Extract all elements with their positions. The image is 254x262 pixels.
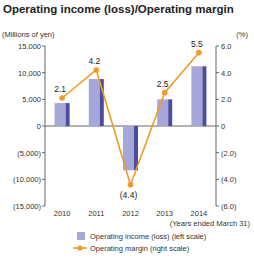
bar: [191, 66, 206, 126]
y2-tick-label: (6.0): [221, 202, 237, 211]
y-tick: [42, 99, 45, 100]
y-tick: [42, 46, 45, 47]
y-tick: [42, 72, 45, 73]
y-tick-label: 15,000: [18, 42, 41, 51]
x-tick-label: 2011: [88, 209, 104, 218]
y-tick: [42, 206, 45, 207]
y-tick-label: 5,000: [22, 95, 41, 104]
bar-side: [202, 66, 206, 126]
bar-face: [89, 79, 100, 126]
legend-item: Operating income (loss) (left scale): [77, 232, 207, 241]
y-tick: [42, 179, 45, 180]
y2-tick-label: (2.0): [221, 149, 237, 158]
plot-area: [55, 50, 207, 188]
legend-label: Operating income (loss) (left scale): [90, 232, 207, 241]
y-axis-label: (Millions of yen): [2, 30, 55, 39]
line: [62, 53, 199, 185]
title: Operating income (loss)/Operating margin: [3, 3, 234, 15]
y-tick: [42, 126, 45, 127]
bar-side: [66, 103, 70, 126]
y2-axis-label: (%): [236, 30, 248, 39]
x-tick-label: 2010: [54, 209, 71, 218]
data-label: 4.2: [88, 56, 100, 66]
bar-face: [191, 66, 202, 126]
data-labels: 2.1 4.2 (4.4) 2.5 5.5: [54, 39, 203, 200]
y2-tick: [216, 72, 219, 73]
legend-item: Operating margin (right scale): [73, 244, 190, 253]
y2-tick-label: 0: [221, 122, 225, 131]
y2-tick: [216, 179, 219, 180]
line-point: [128, 182, 134, 188]
data-label: (4.4): [120, 190, 138, 200]
legend-label: Operating margin (right scale): [90, 244, 190, 253]
data-label: 5.5: [191, 39, 203, 49]
x-axis-label: (Years ended March 31): [170, 219, 251, 228]
bar-face: [157, 99, 168, 126]
bar-side: [168, 99, 172, 126]
y-tick-label: (15,000): [13, 202, 41, 211]
y2-tick-label: 6.0: [221, 42, 231, 51]
y2-tick: [216, 206, 219, 207]
bar-side: [134, 126, 138, 170]
line-point: [94, 67, 100, 73]
y2-tick-label: (4.0): [221, 175, 237, 184]
x-tick-label: 2013: [156, 209, 173, 218]
bar: [123, 126, 138, 170]
legend-swatch: [77, 232, 85, 240]
x-tick-label: 2012: [122, 209, 139, 218]
y2-tick-label: 2.0: [221, 95, 231, 104]
bar: [55, 103, 70, 126]
line-point: [59, 95, 65, 101]
line-point: [196, 50, 202, 56]
data-label: 2.5: [157, 79, 169, 89]
y2-tick: [216, 99, 219, 100]
y2-tick: [216, 46, 219, 47]
y-tick-label: 0: [37, 122, 41, 131]
y-tick-label: (10,000): [13, 175, 41, 184]
y2-tick: [216, 152, 219, 153]
y-tick-label: (5,000): [17, 149, 41, 158]
bar-face: [55, 103, 66, 126]
data-label: 2.1: [54, 84, 66, 94]
bar: [157, 99, 172, 126]
line-point: [162, 90, 168, 96]
x-tick-label: 2014: [191, 209, 208, 218]
chart: Operating income (loss)/Operating margin…: [0, 0, 254, 262]
y-tick: [42, 152, 45, 153]
y2-tick: [216, 126, 219, 127]
legend-marker: [77, 245, 82, 250]
y2-tick-label: 4.0: [221, 69, 231, 78]
y-tick-label: 10,000: [18, 69, 41, 78]
